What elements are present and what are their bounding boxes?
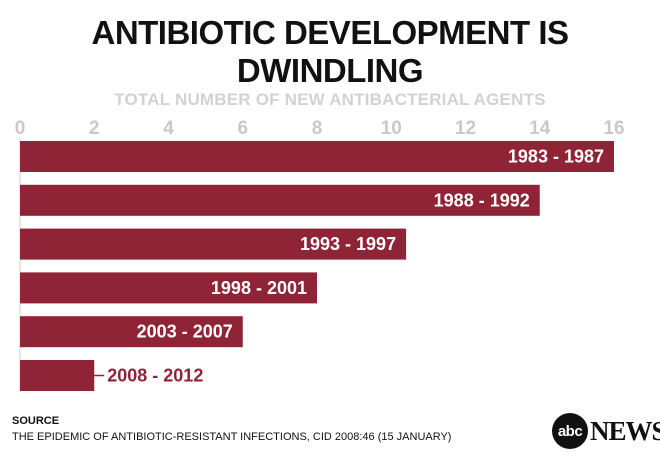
x-tick-label: 10 bbox=[381, 118, 402, 139]
news-wordmark: NEWS bbox=[590, 415, 660, 446]
source-heading: SOURCE bbox=[12, 415, 60, 427]
bar-label: 1983 - 1987 bbox=[508, 147, 604, 167]
abc-news-logo: abc NEWS bbox=[552, 413, 660, 449]
x-tick-label: 2 bbox=[89, 118, 100, 139]
bar-label: 1993 - 1997 bbox=[300, 234, 396, 254]
x-tick-label: 14 bbox=[529, 118, 551, 139]
x-tick-label: 12 bbox=[455, 118, 476, 139]
bar bbox=[20, 228, 407, 260]
bar bbox=[20, 360, 95, 391]
x-tick-label: 6 bbox=[237, 118, 248, 139]
bar bbox=[20, 316, 243, 348]
chart-title: ANTIBIOTIC DEVELOPMENT IS DWINDLING bbox=[91, 14, 569, 89]
bars: 1983 - 1987 1988 - 1992 1993 - 1997 1998 - … bbox=[20, 141, 614, 391]
abc-logo-circle: abc bbox=[552, 413, 588, 449]
x-tick-label: 4 bbox=[163, 118, 174, 139]
bar bbox=[20, 272, 317, 304]
x-tick-label: 0 bbox=[15, 118, 26, 139]
bar-label: 2003 - 2007 bbox=[137, 322, 233, 342]
bar-label: 1988 - 1992 bbox=[434, 190, 530, 210]
bar-label: 2008 - 2012 bbox=[107, 366, 203, 386]
bar bbox=[20, 141, 614, 172]
x-axis-label: TOTAL NUMBER OF NEW ANTIBACTERIAL AGENTS bbox=[114, 90, 545, 109]
x-tick-label: 16 bbox=[603, 118, 624, 139]
bar-label: 1998 - 2001 bbox=[211, 278, 307, 298]
bar bbox=[20, 184, 540, 216]
x-axis-ticks: 0 2 4 6 8 10 12 14 16 bbox=[15, 118, 625, 139]
source-text: THE EPIDEMIC OF ANTIBIOTIC-RESISTANT INF… bbox=[12, 431, 452, 443]
x-tick-label: 8 bbox=[312, 118, 323, 139]
